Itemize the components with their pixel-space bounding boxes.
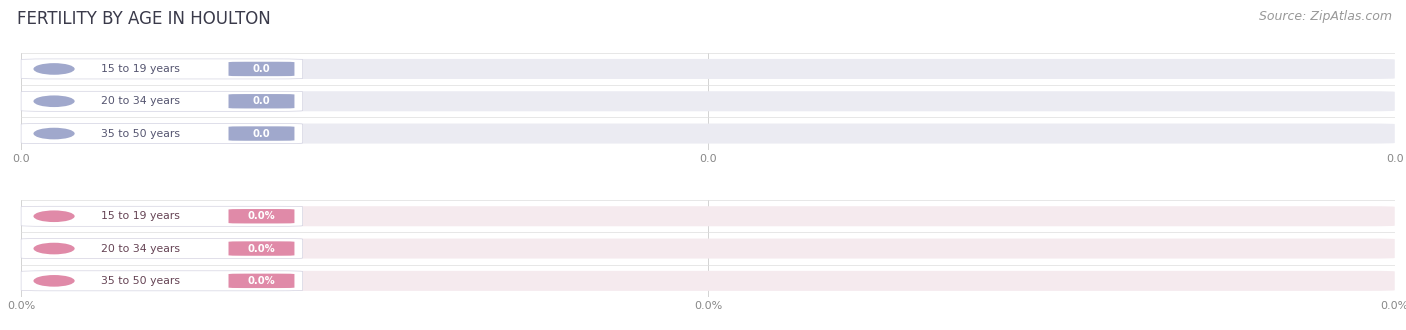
Text: 0.0: 0.0	[253, 64, 270, 74]
Ellipse shape	[34, 275, 75, 287]
FancyBboxPatch shape	[21, 239, 302, 259]
Text: 15 to 19 years: 15 to 19 years	[101, 64, 180, 74]
Text: 0.0%: 0.0%	[247, 244, 276, 253]
FancyBboxPatch shape	[21, 271, 302, 291]
FancyBboxPatch shape	[21, 91, 1395, 111]
FancyBboxPatch shape	[229, 241, 294, 256]
FancyBboxPatch shape	[229, 94, 294, 109]
Ellipse shape	[34, 211, 75, 222]
Text: 20 to 34 years: 20 to 34 years	[101, 244, 180, 253]
Text: 0.0: 0.0	[253, 129, 270, 139]
FancyBboxPatch shape	[229, 62, 294, 76]
FancyBboxPatch shape	[229, 209, 294, 223]
FancyBboxPatch shape	[21, 123, 1395, 144]
FancyBboxPatch shape	[21, 91, 302, 111]
FancyBboxPatch shape	[21, 59, 302, 79]
Text: 0.0%: 0.0%	[247, 276, 276, 286]
FancyBboxPatch shape	[21, 271, 1395, 291]
Text: 35 to 50 years: 35 to 50 years	[101, 129, 180, 139]
Text: Source: ZipAtlas.com: Source: ZipAtlas.com	[1258, 10, 1392, 23]
Text: 0.0: 0.0	[253, 96, 270, 106]
FancyBboxPatch shape	[21, 206, 302, 226]
Ellipse shape	[34, 243, 75, 254]
Text: 15 to 19 years: 15 to 19 years	[101, 211, 180, 221]
FancyBboxPatch shape	[21, 59, 1395, 79]
FancyBboxPatch shape	[21, 206, 1395, 226]
Text: 35 to 50 years: 35 to 50 years	[101, 276, 180, 286]
Text: 0.0%: 0.0%	[247, 211, 276, 221]
FancyBboxPatch shape	[21, 123, 302, 144]
FancyBboxPatch shape	[229, 126, 294, 141]
FancyBboxPatch shape	[229, 274, 294, 288]
Text: 20 to 34 years: 20 to 34 years	[101, 96, 180, 106]
Ellipse shape	[34, 128, 75, 139]
Text: FERTILITY BY AGE IN HOULTON: FERTILITY BY AGE IN HOULTON	[17, 10, 270, 28]
FancyBboxPatch shape	[21, 239, 1395, 259]
Ellipse shape	[34, 63, 75, 75]
Ellipse shape	[34, 95, 75, 107]
